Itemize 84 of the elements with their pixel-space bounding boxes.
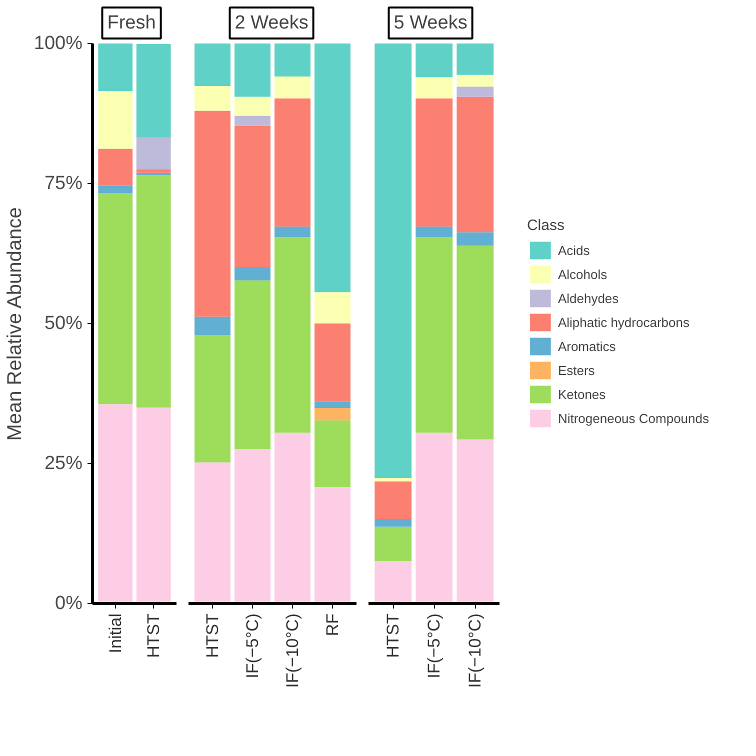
bar [416,98,453,227]
legend-label: Ketones [558,386,606,402]
bar [194,335,230,462]
bar [234,96,270,116]
bar [456,439,494,604]
bar [374,481,412,519]
y-tick-label: 75% [44,173,83,194]
x-tick-label: HTST [144,613,164,658]
x-tick-label: IF(−5°C) [424,613,444,678]
bar [234,266,270,280]
bar [456,44,494,75]
bar [456,96,494,232]
bar [416,44,453,78]
bar [136,175,171,408]
x-tick-label: IF(−10°C) [466,614,485,688]
x-tick-label: Initial [106,614,125,654]
bar [314,292,350,324]
bar [98,186,133,194]
bar [274,226,310,238]
bar [274,76,310,98]
bar [456,74,494,87]
bar [136,172,171,176]
x-tick-label: HTST [203,613,222,658]
y-tick-label: 100% [34,33,83,54]
x-tick-label: HTST [384,613,403,658]
bar [456,246,494,440]
legend-label: Aromatics [558,338,616,354]
bar [194,44,230,86]
y-axis-title: Mean Relative Abundance [4,207,26,441]
bar [274,432,310,604]
bar [274,237,310,433]
bar [274,44,310,77]
bar [314,44,350,292]
chart-title: Fresh [107,12,156,34]
bar [374,518,412,527]
bar [98,404,133,604]
bar [234,116,270,126]
legend-label: Nitrogeneous Compounds [558,410,709,426]
legend-label: Aldehydes [558,290,619,306]
bar [374,44,412,478]
legend-title: Class [526,217,566,234]
bar [234,280,270,449]
bar [136,138,171,170]
bar [194,316,230,336]
bar [98,193,133,404]
bar [194,462,230,604]
bar [234,448,270,604]
x-tick-label: IF(−5°C) [243,613,262,678]
bar [314,408,350,420]
bar [374,526,412,561]
bar [374,478,412,482]
bar [416,226,453,238]
bar [416,237,453,433]
bar [98,91,133,149]
bar [98,148,133,186]
bar [416,77,453,98]
bar [194,110,230,317]
bar [314,324,350,402]
bar [456,86,494,97]
legend-label: Esters [558,362,595,378]
bar [234,126,270,267]
chart-title: 5 Weeks [394,12,468,34]
chart-title: 2 Weeks [234,12,308,34]
legend-label: Alcohols [558,266,608,282]
bar [374,560,412,604]
y-tick-label: 50% [44,313,83,334]
bar [194,86,230,111]
y-tick-label: 0% [55,593,83,614]
bar [136,408,171,604]
bar [314,420,350,488]
y-tick-label: 25% [44,453,83,474]
x-tick-label: RF [323,613,342,636]
x-tick-label: IF(−10°C) [283,614,302,688]
bar [136,170,171,173]
bar [416,432,453,604]
bar [456,232,494,246]
bar [314,487,350,604]
bar [274,98,310,227]
legend-label: Acids [558,242,590,258]
bar [314,402,350,408]
bar [234,44,270,97]
bar [98,44,133,92]
bar [136,44,171,138]
legend-label: Aliphatic hydrocarbons [558,314,690,330]
